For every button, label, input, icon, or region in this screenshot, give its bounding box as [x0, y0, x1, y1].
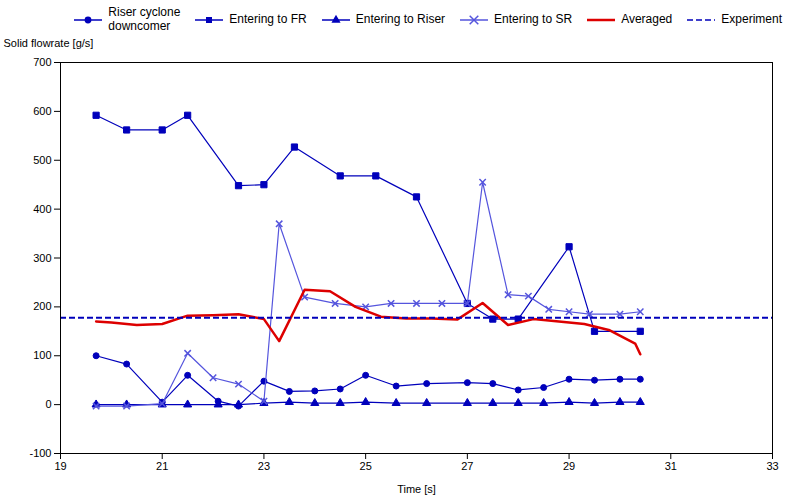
html-text:Entering to SR: Entering to SR	[494, 11, 573, 26]
svg-text:25: 25	[360, 460, 372, 472]
svg-text:400: 400	[33, 202, 51, 214]
html-text:Averaged: Averaged	[621, 11, 673, 26]
svg-text:Time [s]: Time [s]	[397, 482, 436, 494]
html-text:Entering to FR: Entering to FR	[229, 11, 307, 26]
svg-text:27: 27	[461, 460, 473, 472]
svg-text:300: 300	[33, 251, 51, 263]
svg-text:Solid flowrate [g/s]: Solid flowrate [g/s]	[4, 37, 94, 49]
svg-text:600: 600	[33, 104, 51, 116]
svg-text:200: 200	[33, 300, 51, 312]
svg-text:31: 31	[665, 460, 677, 472]
svg-text:0: 0	[45, 398, 51, 410]
html-text:Experiment: Experiment	[721, 11, 782, 26]
html-text:Entering to Riser: Entering to Riser	[355, 11, 446, 26]
svg-text:33: 33	[766, 460, 778, 472]
svg-text:19: 19	[54, 460, 66, 472]
svg-text:500: 500	[33, 153, 51, 165]
html-text:Riser cyclone downcomer: Riser cyclone downcomer	[108, 5, 181, 33]
svg-text:-100: -100	[29, 447, 51, 459]
svg-text:23: 23	[258, 460, 270, 472]
svg-text:21: 21	[156, 460, 168, 472]
svg-text:700: 700	[33, 56, 51, 68]
svg-text:100: 100	[33, 349, 51, 361]
svg-text:29: 29	[563, 460, 575, 472]
